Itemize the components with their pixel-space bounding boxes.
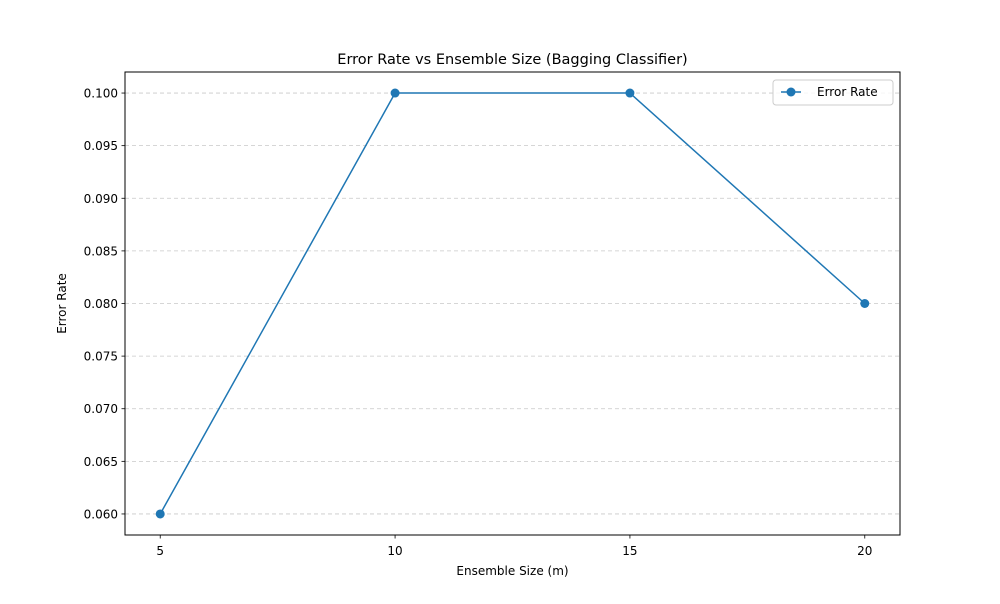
x-axis-label: Ensemble Size (m) <box>456 564 568 578</box>
x-axis-ticks: 5 10 15 20 <box>156 535 872 558</box>
y-tick-label: 0.100 <box>84 87 118 101</box>
y-tick-label: 0.060 <box>84 507 118 521</box>
x-tick-label: 10 <box>387 544 402 558</box>
y-tick-label: 0.095 <box>84 139 118 153</box>
x-tick-label: 5 <box>156 544 164 558</box>
y-tick-label: 0.085 <box>84 244 118 258</box>
y-tick-label: 0.080 <box>84 297 118 311</box>
x-tick-label: 15 <box>622 544 637 558</box>
legend-marker-swatch <box>786 87 796 97</box>
y-tick-label: 0.090 <box>84 192 118 206</box>
data-point-marker <box>860 299 870 308</box>
y-axis-ticks: 0.060 0.065 0.070 0.075 0.080 0.085 0.090 0.095… <box>84 87 125 521</box>
y-tick-label: 0.070 <box>84 402 118 416</box>
series-layer <box>155 88 870 519</box>
legend-box <box>772 79 894 106</box>
y-tick-label: 0.075 <box>84 350 118 364</box>
grid-lines <box>125 92 900 515</box>
chart-title: Error Rate vs Ensemble Size (Bagging Cla… <box>337 52 687 68</box>
series-line <box>159 92 866 515</box>
y-tick-label: 0.065 <box>84 455 118 469</box>
y-axis-label: Error Rate <box>55 273 69 334</box>
data-point-marker <box>390 88 400 98</box>
data-point-marker <box>155 509 165 519</box>
x-tick-label: 20 <box>857 544 872 558</box>
legend-label: Error Rate <box>817 85 878 99</box>
data-point-marker <box>625 88 635 98</box>
legend: Error Rate <box>772 79 894 106</box>
